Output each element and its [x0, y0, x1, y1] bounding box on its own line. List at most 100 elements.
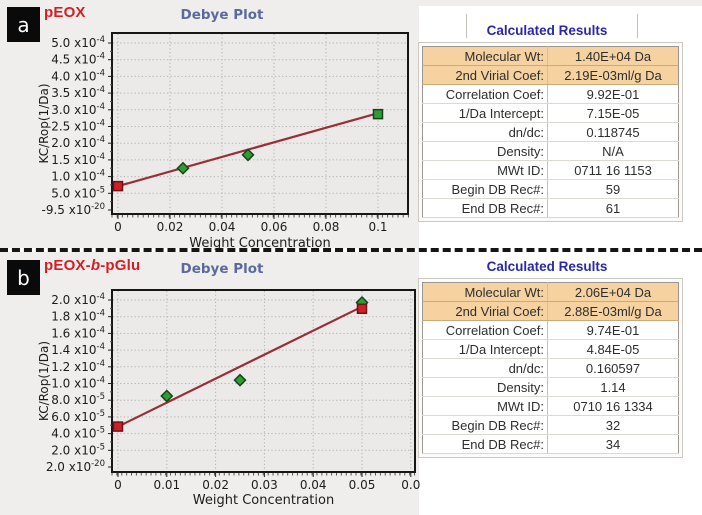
result-label: Correlation Coef:	[422, 84, 548, 104]
result-value: 0.118745	[547, 122, 679, 142]
svg-text:4.5 x10-4: 4.5 x10-4	[51, 52, 105, 67]
result-label: dn/dc:	[422, 122, 548, 142]
svg-text:Weight Concentration: Weight Concentration	[189, 236, 330, 251]
results-row: dn/dc: 0.118745	[422, 122, 679, 142]
svg-text:0.05: 0.05	[349, 478, 376, 492]
svg-text:1.0 x10-4: 1.0 x10-4	[51, 169, 105, 184]
result-value: 32	[547, 415, 679, 435]
results-row: Density: 1.14	[422, 377, 679, 397]
panel-a-sample-name: pEOX	[44, 4, 86, 21]
result-label: Molecular Wt:	[422, 282, 548, 302]
svg-text:0.06: 0.06	[261, 220, 288, 234]
results-row: Correlation Coef: 9.92E-01	[422, 84, 679, 104]
result-label: 2nd Virial Coef:	[422, 301, 548, 321]
svg-text:0.08: 0.08	[313, 220, 340, 234]
panel-b-tag-letter: b	[17, 265, 30, 290]
result-label: 2nd Virial Coef:	[422, 65, 548, 85]
results-row: MWt ID: 0710 16 1334	[422, 396, 679, 416]
result-label: End DB Rec#:	[422, 434, 548, 454]
result-label: Density:	[422, 141, 548, 161]
panel-b-sample-name: pEOX-b-pGlu	[44, 257, 141, 274]
svg-text:1.8 x10-4: 1.8 x10-4	[51, 309, 105, 324]
svg-text:5.0 x10-4: 5.0 x10-4	[51, 35, 105, 50]
result-label: Correlation Coef:	[422, 320, 548, 340]
svg-text:8.0 x10-5: 8.0 x10-5	[51, 392, 105, 407]
svg-text:4.0 x10-5: 4.0 x10-5	[51, 426, 105, 441]
svg-text:2.0 x10-4: 2.0 x10-4	[51, 135, 105, 150]
svg-text:3.0 x10-4: 3.0 x10-4	[51, 102, 105, 117]
svg-text:0.03: 0.03	[251, 478, 278, 492]
result-label: End DB Rec#:	[422, 198, 548, 218]
panel-a-results-table: Molecular Wt: 1.40E+04 Da 2nd Virial Coef:…	[422, 46, 679, 218]
results-row: Molecular Wt: 2.06E+04 Da	[422, 282, 679, 302]
results-row: 2nd Virial Coef: 2.19E-03ml/g Da	[422, 65, 679, 85]
svg-text:2.0 x10-4: 2.0 x10-4	[51, 292, 105, 307]
result-value: 0710 16 1334	[547, 396, 679, 416]
result-value: 9.74E-01	[547, 320, 679, 340]
svg-text:1.2 x10-4: 1.2 x10-4	[51, 359, 105, 374]
results-row: dn/dc: 0.160597	[422, 358, 679, 378]
results-row: Correlation Coef: 9.74E-01	[422, 320, 679, 340]
results-row: Density: N/A	[422, 141, 679, 161]
result-label: Density:	[422, 377, 548, 397]
svg-text:1.6 x10-4: 1.6 x10-4	[51, 325, 105, 340]
results-row: 1/Da Intercept: 4.84E-05	[422, 339, 679, 359]
panel-b-results-table: Molecular Wt: 2.06E+04 Da 2nd Virial Coef:…	[422, 282, 679, 454]
result-label: MWt ID:	[422, 396, 548, 416]
svg-text:0.01: 0.01	[153, 478, 180, 492]
result-value: 9.92E-01	[547, 84, 679, 104]
svg-text:2.5 x10-4: 2.5 x10-4	[51, 119, 105, 134]
result-label: Molecular Wt:	[422, 46, 548, 66]
result-label: 1/Da Intercept:	[422, 339, 548, 359]
svg-text:0.1: 0.1	[368, 220, 387, 234]
results-row: 2nd Virial Coef: 2.88E-03ml/g Da	[422, 301, 679, 321]
svg-text:0.02: 0.02	[157, 220, 184, 234]
results-row: End DB Rec#: 61	[422, 198, 679, 218]
top-strip	[419, 0, 702, 6]
result-value: 59	[547, 179, 679, 199]
svg-text:1.0 x10-4: 1.0 x10-4	[51, 376, 105, 391]
panel-b-plot-title: Debye Plot	[180, 261, 264, 277]
panel-b-results-box: Molecular Wt: 2.06E+04 Da 2nd Virial Coef:…	[418, 278, 683, 458]
svg-text:-9.5 x10-20: -9.5 x10-20	[42, 202, 106, 217]
svg-text:2.0 x10-5: 2.0 x10-5	[51, 442, 105, 457]
results-row: End DB Rec#: 34	[422, 434, 679, 454]
svg-text:KC/Rop(1/Da): KC/Rop(1/Da)	[37, 83, 51, 163]
result-label: 1/Da Intercept:	[422, 103, 548, 123]
result-value: 2.88E-03ml/g Da	[547, 301, 679, 321]
panel-divider	[0, 248, 702, 252]
result-value: N/A	[547, 141, 679, 161]
result-label: Begin DB Rec#:	[422, 415, 548, 435]
panel-b-tag: b	[7, 260, 40, 295]
results-row: 1/Da Intercept: 7.15E-05	[422, 103, 679, 123]
panel-a-plot-title: Debye Plot	[180, 7, 264, 23]
result-value: 1.14	[547, 377, 679, 397]
results-row: Begin DB Rec#: 59	[422, 179, 679, 199]
svg-text:6.0 x10-5: 6.0 x10-5	[51, 409, 105, 424]
result-label: MWt ID:	[422, 160, 548, 180]
result-value: 61	[547, 198, 679, 218]
svg-text:Weight Concentration: Weight Concentration	[193, 493, 334, 508]
title-bar-right	[637, 14, 638, 38]
debye-plot-b: 0 0.01 0.02 0.03 0.04 0.05 0.0 2.0 x10-4 1.8 x10…	[37, 289, 420, 508]
results-row: Molecular Wt: 1.40E+04 Da	[422, 46, 679, 66]
panel-a-tag: a	[7, 7, 40, 42]
svg-text:2.0 x10-20: 2.0 x10-20	[46, 459, 105, 474]
svg-text:0.0: 0.0	[401, 478, 420, 492]
panel-a-results-box: Molecular Wt: 1.40E+04 Da 2nd Virial Coef:…	[418, 42, 683, 222]
svg-text:1.5 x10-4: 1.5 x10-4	[51, 152, 105, 167]
svg-text:3.5 x10-4: 3.5 x10-4	[51, 85, 105, 100]
panel-b-results-title: Calculated Results	[486, 259, 608, 274]
results-row: MWt ID: 0711 16 1153	[422, 160, 679, 180]
results-row: Begin DB Rec#: 32	[422, 415, 679, 435]
result-value: 2.19E-03ml/g Da	[547, 65, 679, 85]
result-value: 2.06E+04 Da	[547, 282, 679, 302]
result-value: 0.160597	[547, 358, 679, 378]
svg-text:4.0 x10-4: 4.0 x10-4	[51, 68, 105, 83]
panel-a-results-title: Calculated Results	[486, 23, 608, 38]
svg-text:KC/Rop(1/Da): KC/Rop(1/Da)	[37, 341, 51, 421]
result-value: 4.84E-05	[547, 339, 679, 359]
panel-a-tag-letter: a	[17, 12, 30, 37]
svg-text:0: 0	[114, 220, 122, 234]
